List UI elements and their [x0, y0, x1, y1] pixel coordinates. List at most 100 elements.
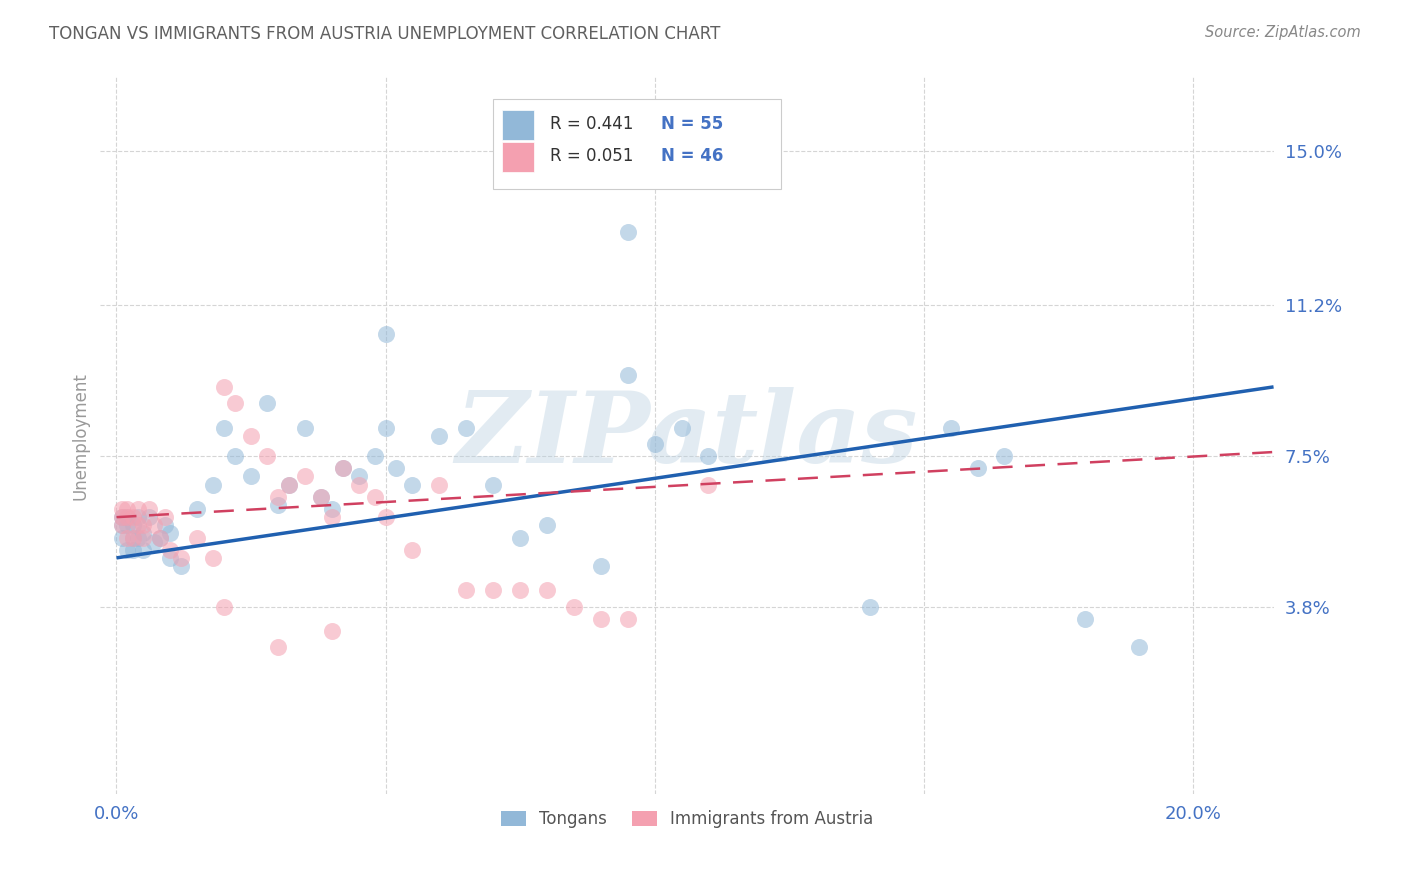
Point [121, 518, 143, 533]
Point [127, 531, 149, 545]
Point [644, 437, 666, 451]
Point [132, 526, 155, 541]
Point [536, 518, 558, 533]
Point [589, 612, 612, 626]
Point [482, 583, 505, 598]
Point [364, 490, 387, 504]
Point [132, 531, 155, 545]
Point [132, 518, 155, 533]
FancyBboxPatch shape [502, 142, 534, 172]
Point [186, 502, 208, 516]
Point [117, 502, 139, 516]
Text: Source: ZipAtlas.com: Source: ZipAtlas.com [1205, 25, 1361, 40]
Point [309, 490, 332, 504]
Point [294, 420, 316, 434]
Point [117, 510, 139, 524]
Point [309, 490, 332, 504]
Point [1128, 640, 1150, 655]
Point [859, 599, 882, 614]
Point [111, 510, 134, 524]
Point [240, 469, 263, 483]
Point [111, 531, 134, 545]
Point [294, 469, 316, 483]
Point [212, 420, 235, 434]
Point [277, 477, 299, 491]
Point [148, 531, 170, 545]
Text: TONGAN VS IMMIGRANTS FROM AUSTRIA UNEMPLOYMENT CORRELATION CHART: TONGAN VS IMMIGRANTS FROM AUSTRIA UNEMPL… [49, 25, 721, 43]
Point [616, 368, 638, 382]
Point [456, 583, 478, 598]
Point [159, 542, 181, 557]
Point [224, 396, 246, 410]
Point [256, 449, 278, 463]
Point [482, 477, 505, 491]
Point [509, 583, 531, 598]
Point [321, 624, 343, 639]
FancyBboxPatch shape [494, 99, 780, 188]
Point [401, 542, 423, 557]
Point [117, 542, 139, 557]
Legend: Tongans, Immigrants from Austria: Tongans, Immigrants from Austria [494, 803, 880, 834]
Point [697, 477, 720, 491]
Point [127, 518, 149, 533]
Point [212, 380, 235, 394]
Point [153, 510, 176, 524]
Text: ZIPatlas: ZIPatlas [456, 387, 918, 484]
Point [240, 428, 263, 442]
Text: N = 55: N = 55 [661, 115, 724, 133]
Point [589, 559, 612, 574]
Point [159, 550, 181, 565]
Point [267, 490, 290, 504]
Point [374, 326, 396, 341]
Point [127, 510, 149, 524]
Point [170, 550, 193, 565]
Point [186, 531, 208, 545]
Point [121, 542, 143, 557]
Point [111, 518, 134, 533]
Point [143, 518, 166, 533]
Point [456, 420, 478, 434]
Point [117, 531, 139, 545]
Point [332, 461, 354, 475]
Point [117, 510, 139, 524]
Point [111, 502, 134, 516]
Point [267, 498, 290, 512]
Point [332, 461, 354, 475]
Point [143, 534, 166, 549]
Text: R = 0.051: R = 0.051 [550, 146, 633, 164]
Point [138, 502, 160, 516]
Point [1074, 612, 1097, 626]
Point [212, 599, 235, 614]
Point [321, 502, 343, 516]
Point [401, 477, 423, 491]
Point [374, 510, 396, 524]
Point [170, 559, 193, 574]
FancyBboxPatch shape [502, 111, 534, 141]
Point [202, 477, 225, 491]
Point [111, 510, 134, 524]
Point [202, 550, 225, 565]
Point [132, 542, 155, 557]
Point [385, 461, 408, 475]
Point [148, 531, 170, 545]
Y-axis label: Unemployment: Unemployment [72, 372, 89, 500]
Point [127, 502, 149, 516]
Text: N = 46: N = 46 [661, 146, 724, 164]
Point [429, 428, 451, 442]
Point [939, 420, 962, 434]
Point [616, 612, 638, 626]
Point [121, 531, 143, 545]
Point [347, 477, 370, 491]
Point [121, 531, 143, 545]
Point [374, 420, 396, 434]
Point [277, 477, 299, 491]
Point [616, 225, 638, 239]
Point [562, 599, 585, 614]
Point [153, 518, 176, 533]
Point [966, 461, 988, 475]
Point [429, 477, 451, 491]
Point [138, 510, 160, 524]
Point [509, 531, 531, 545]
Point [364, 449, 387, 463]
Point [159, 526, 181, 541]
